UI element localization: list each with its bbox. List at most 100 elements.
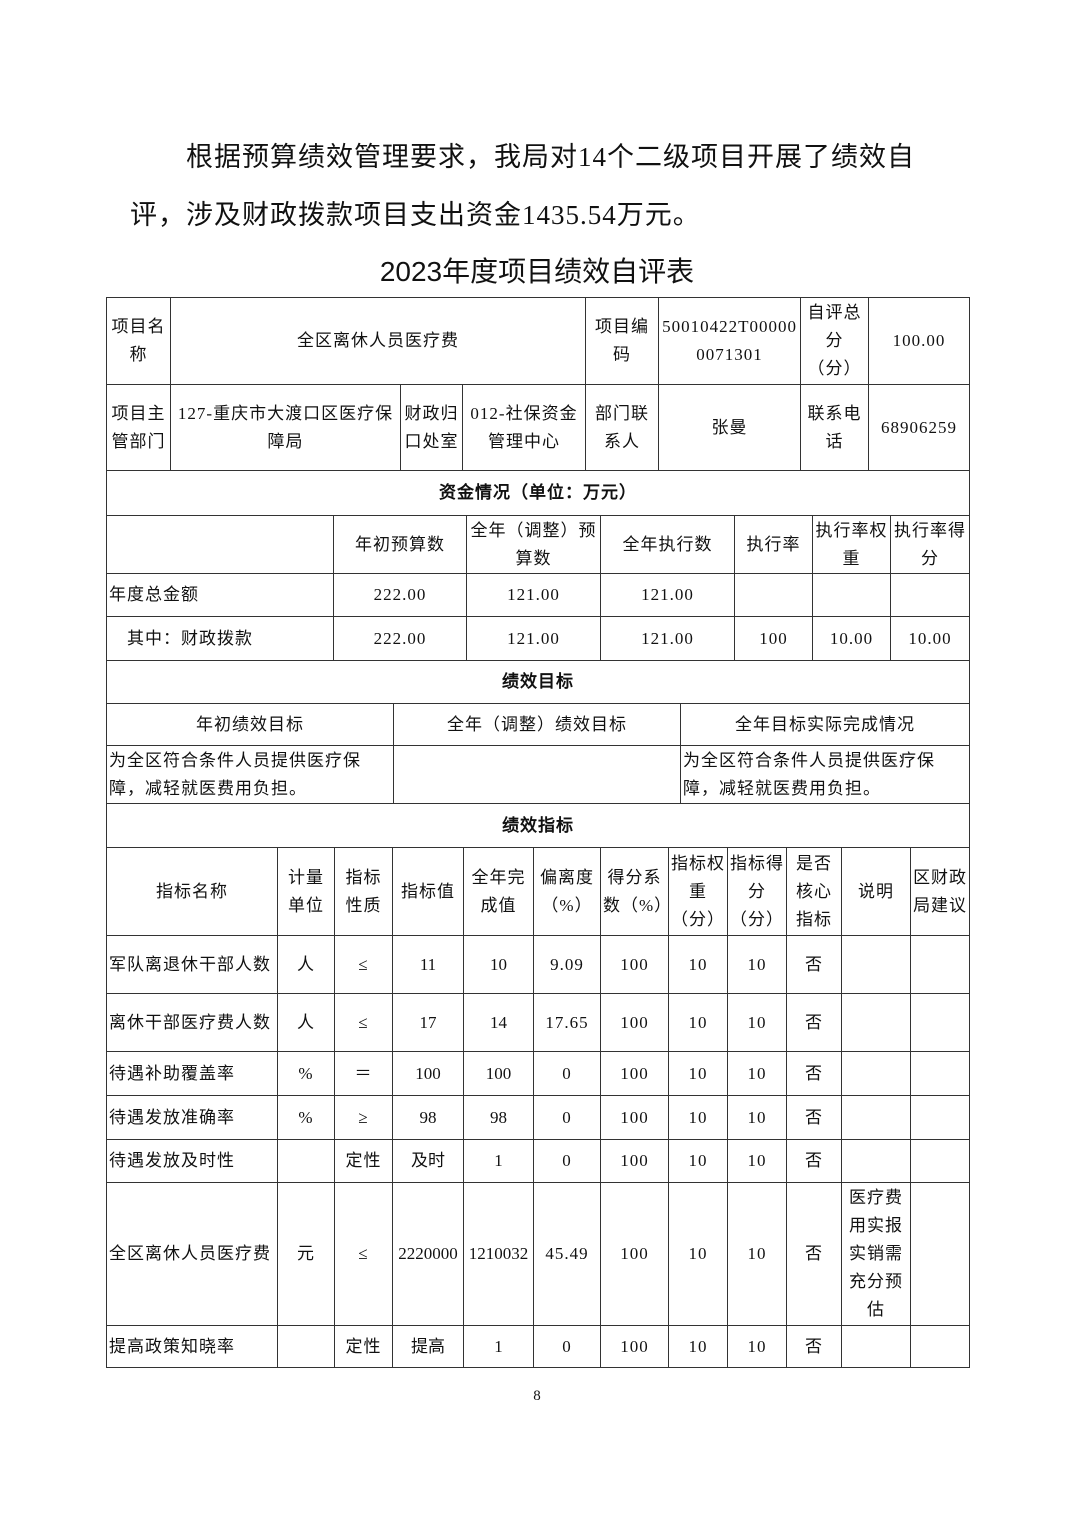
table-row: 待遇发放准确率% ≥98 98 0 100 10 10 否 — [106, 1095, 971, 1140]
column-header: 全年目标实际完成情况 — [679, 703, 971, 746]
column-header: 全年（调整）预算数 — [466, 515, 601, 574]
cell — [734, 573, 813, 617]
cell: 10 — [727, 1182, 787, 1326]
cell: 10 — [727, 1325, 787, 1368]
project-name: 全区离休人员医疗费 — [169, 297, 587, 385]
table-row: 年度总金额 222.00 121.00 121.00 — [106, 573, 970, 617]
project-info-table: 项目名称 全区离休人员医疗费 项目编码 50010422T00000007130… — [106, 297, 971, 471]
column-header: 指标权重（分） — [668, 847, 728, 936]
cell: 1 — [463, 1325, 534, 1368]
label: 联系电话 — [800, 384, 870, 471]
funds-table: 资金情况（单位：万元） 年初预算数 全年（调整）预算数 全年执行数 执行率 执行率权重执… — [106, 470, 970, 661]
cell: 否 — [786, 1095, 842, 1140]
cell: 2220000 — [392, 1182, 464, 1326]
cell — [812, 573, 891, 617]
cell — [277, 1139, 335, 1183]
cell: 10.00 — [890, 616, 970, 661]
table-row: 待遇补助覆盖率% ＝ 100 100 0 100 10 10 否 — [106, 1051, 971, 1096]
cell: ＝ — [334, 1051, 393, 1096]
cell: 100 — [734, 616, 813, 661]
label: 项目主管部门 — [106, 384, 171, 471]
cell — [909, 993, 971, 1052]
indicator-name: 提高政策知晓率 — [106, 1325, 278, 1368]
indicators-table: 绩效指标 指标名称 计量单位 指标性质 指标值 全年完成值 偏离度（%） 得分系数（%） 指标… — [105, 803, 971, 1368]
cell: 定性 — [334, 1139, 393, 1183]
cell: 121.00 — [466, 573, 601, 617]
cell: 10 — [668, 1182, 728, 1326]
cell: 0 — [533, 1095, 601, 1140]
cell — [841, 1051, 911, 1096]
cell: 10 — [668, 1325, 728, 1368]
cell: 121.00 — [600, 573, 735, 617]
cell — [841, 993, 911, 1052]
intro-paragraph: 根据预算绩效管理要求，我局对14个二级项目开展了绩效自评，涉及财政拨款项目支出资… — [130, 142, 915, 230]
column-header: 年初预算数 — [333, 515, 467, 574]
header-row: 年初绩效目标 全年（调整）绩效目标 全年目标实际完成情况 — [106, 703, 971, 746]
table-row: 全区离休人员医疗费元 ≤2220000 1210032 45.49 100 10 10 否医疗… — [106, 1182, 971, 1326]
cell: 人 — [277, 993, 335, 1052]
cell: 100 — [600, 1325, 669, 1368]
cell — [909, 1325, 971, 1368]
cell: 10 — [727, 993, 787, 1052]
label: 项目名称 — [106, 297, 171, 385]
column-header: 执行率 — [734, 515, 813, 574]
cell: ≤ — [334, 993, 393, 1052]
cell: 17.65 — [533, 993, 601, 1052]
cell: 100 — [600, 1182, 669, 1326]
cell: 否 — [786, 1325, 842, 1368]
cell: ≥ — [334, 1095, 393, 1140]
table-row: 提高政策知晓率 定性 提高 1 0 100 10 10 否 — [106, 1325, 971, 1368]
cell: 10 — [668, 993, 728, 1052]
column-header: 指标性质 — [334, 847, 393, 936]
section-header: 资金情况（单位：万元） — [106, 470, 970, 516]
cell: 医疗费用实报实销需充分预估 — [841, 1182, 911, 1326]
cell: 100 — [600, 1095, 669, 1140]
column-header: 区财政局建议 — [909, 847, 971, 936]
cell: 100 — [600, 935, 669, 994]
column-header: 执行率权重 — [812, 515, 891, 574]
contact: 张曼 — [658, 384, 802, 471]
cell: 121.00 — [466, 616, 601, 661]
cell — [890, 573, 970, 617]
table-row: 待遇发放及时性 定性 及时 1 0 100 10 10 否 — [106, 1139, 971, 1183]
indicator-name: 待遇发放准确率 — [106, 1095, 278, 1140]
indicator-name: 待遇发放及时性 — [106, 1139, 278, 1183]
row-label: 其中：财政拨款 — [106, 616, 334, 661]
cell: 否 — [786, 993, 842, 1052]
cell: 10.00 — [812, 616, 891, 661]
cell — [841, 1139, 911, 1183]
cell: 121.00 — [600, 616, 735, 661]
cell: 0 — [533, 1325, 601, 1368]
cell: 11 — [392, 935, 464, 994]
cell — [841, 1325, 911, 1368]
column-header — [106, 515, 334, 574]
cell — [909, 1182, 971, 1326]
total-score: 100.00 — [868, 297, 971, 385]
project-code: 50010422T000000071301 — [658, 297, 802, 385]
indicator-name: 离休干部医疗费人数 — [106, 993, 278, 1052]
cell: 及时 — [392, 1139, 464, 1183]
cell: 提高 — [392, 1325, 464, 1368]
label: 自评总分（分） — [800, 297, 870, 385]
cell: 222.00 — [333, 616, 467, 661]
column-header: 指标得分（分） — [727, 847, 787, 936]
cell: 元 — [277, 1182, 335, 1326]
label: 财政归口处室 — [400, 384, 463, 471]
cell: 10 — [727, 1051, 787, 1096]
column-header: 年初绩效目标 — [106, 703, 394, 746]
cell: 100 — [600, 1051, 669, 1096]
table-row: 离休干部医疗费人数人 ≤17 14 17.65 100 10 10 否 — [106, 993, 971, 1052]
column-header: 执行率得分 — [890, 515, 970, 574]
column-header: 指标名称 — [106, 847, 278, 936]
cell — [277, 1325, 335, 1368]
column-header: 说明 — [841, 847, 911, 936]
cell: 10 — [727, 1139, 787, 1183]
section-header: 绩效指标 — [105, 803, 971, 848]
indicator-name: 待遇补助覆盖率 — [106, 1051, 278, 1096]
cell — [841, 1095, 911, 1140]
cell — [841, 935, 911, 994]
header-row: 年初预算数 全年（调整）预算数 全年执行数 执行率 执行率权重 执行率得分 — [106, 515, 970, 574]
column-header: 计量单位 — [277, 847, 335, 936]
cell: 9.09 — [533, 935, 601, 994]
cell: 100 — [600, 1139, 669, 1183]
